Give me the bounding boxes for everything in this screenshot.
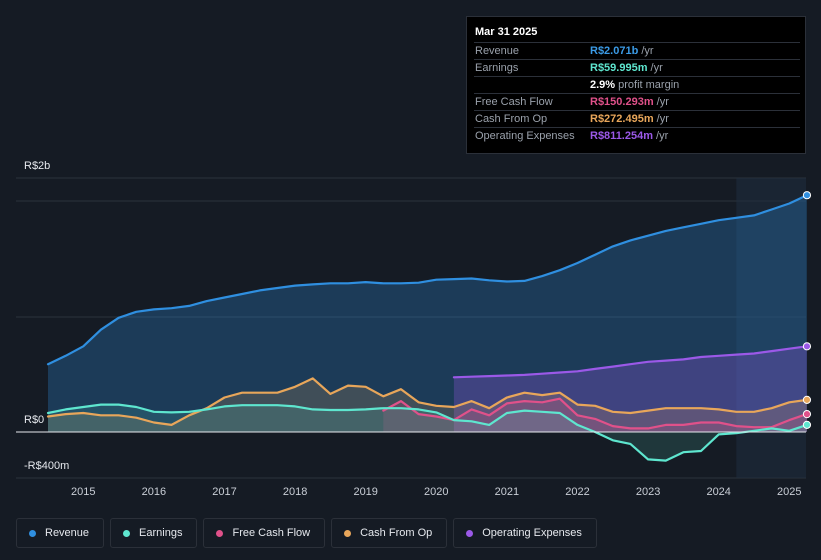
legend-label: Operating Expenses — [482, 527, 582, 539]
tooltip-row-label: Free Cash Flow — [475, 96, 553, 108]
x-tick-label-2022: 2022 — [565, 486, 590, 498]
revenue-area — [48, 195, 807, 432]
legend-dot-icon — [466, 529, 474, 537]
series-end-markers — [802, 191, 812, 429]
cash-from-op-area — [48, 378, 807, 432]
legend-label: Free Cash Flow — [232, 527, 311, 539]
earnings-end-marker — [802, 420, 812, 429]
tooltip-row-label: Earnings — [475, 62, 519, 74]
tooltip-date: Mar 31 2025 — [475, 26, 538, 38]
x-tick-label-2021: 2021 — [494, 486, 520, 498]
operating-expenses-area — [453, 346, 807, 432]
legend-dot-icon — [344, 529, 352, 537]
x-tick-label-2023: 2023 — [635, 486, 661, 498]
tooltip-row: Revenue R$2.071b /yr — [474, 42, 800, 59]
legend-dot-icon — [123, 529, 131, 537]
x-tick-label-2016: 2016 — [141, 486, 167, 498]
legend-item-revenue[interactable]: Revenue — [16, 518, 105, 548]
tooltip-row: Earnings R$59.995m /yr — [474, 59, 800, 76]
operating-expenses-line — [452, 345, 808, 379]
tooltip-row: Cash From Op R$272.495m /yr — [474, 110, 800, 127]
free-cash-flow-end-marker — [802, 410, 812, 419]
tooltip-row-value: R$272.495m /yr — [590, 113, 669, 125]
tooltip-row-value: R$2.071b /yr — [590, 45, 654, 57]
cash-from-op-end-marker — [802, 395, 812, 404]
tooltip-row: 2.9% profit margin — [474, 76, 800, 93]
y-tick-label-2b: R$2b — [24, 160, 51, 172]
x-tick-label-2015: 2015 — [71, 486, 96, 498]
revenue-line — [46, 194, 808, 366]
legend-label: Cash From Op — [360, 527, 433, 539]
legend-label: Revenue — [45, 527, 90, 539]
tooltip-panel: Mar 31 2025 Revenue R$2.071b /yr Earnings R… — [466, 16, 806, 154]
legend-item-operating-expenses[interactable]: Operating Expenses — [453, 518, 597, 548]
tooltip-row-label: Operating Expenses — [475, 130, 575, 142]
legend-item-free-cash-flow[interactable]: Free Cash Flow — [203, 518, 326, 548]
gridlines — [16, 177, 806, 479]
series-lines — [16, 194, 808, 462]
legend: Revenue Earnings Free Cash Flow Cash From O… — [16, 518, 597, 548]
legend-label: Earnings — [139, 527, 183, 539]
operating-expenses-end-marker — [802, 342, 812, 351]
y-tick-label-minus-400m: -R$400m — [24, 460, 70, 472]
x-tick-label-2018: 2018 — [282, 486, 308, 498]
x-tick-label-2019: 2019 — [353, 486, 378, 498]
earnings-area — [48, 404, 807, 461]
legend-dot-icon — [29, 529, 36, 537]
revenue-end-marker — [802, 191, 812, 200]
x-tick-label-2020: 2020 — [424, 486, 449, 498]
tooltip-row-label: Cash From Op — [475, 113, 548, 125]
y-tick-label-0: R$0 — [24, 414, 45, 426]
x-tick-label-2024: 2024 — [706, 486, 731, 498]
tooltip-row: Operating Expenses R$811.254m /yr — [474, 127, 800, 144]
tooltip-row-value: 2.9% profit margin — [590, 79, 680, 91]
cash-from-op-line — [46, 377, 808, 426]
tooltip-row-value: R$59.995m /yr — [590, 62, 663, 74]
tooltip-row-value: R$150.293m /yr — [590, 96, 669, 108]
legend-dot-icon — [216, 529, 224, 537]
x-tick-label-2025: 2025 — [777, 486, 802, 498]
legend-item-earnings[interactable]: Earnings — [110, 518, 198, 548]
legend-item-cash-from-op[interactable]: Cash From Op — [331, 518, 448, 548]
tooltip-row-label: Revenue — [475, 45, 520, 57]
tooltip-row-value: R$811.254m /yr — [590, 130, 669, 142]
tooltip-row: Free Cash Flow R$150.293m /yr — [474, 93, 800, 110]
x-tick-label-2017: 2017 — [212, 486, 237, 498]
series-areas — [48, 195, 807, 461]
earnings-line — [46, 403, 808, 462]
